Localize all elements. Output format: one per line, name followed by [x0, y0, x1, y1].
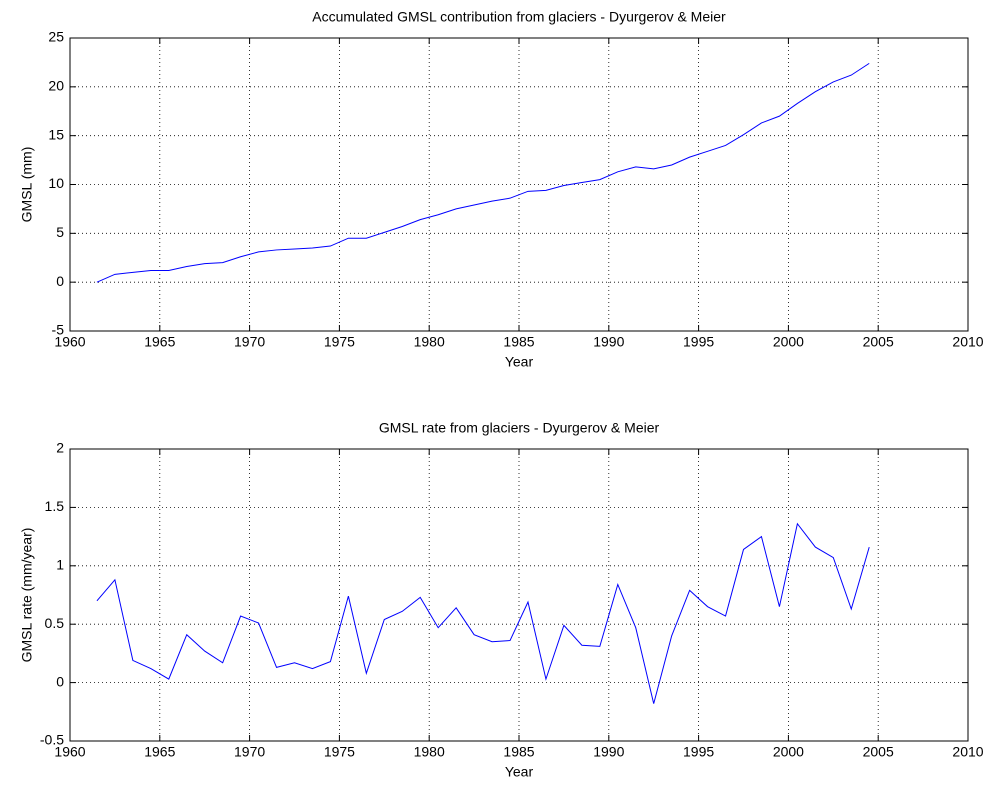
y-tick-label: 25	[48, 29, 64, 45]
y-tick-label: 0	[56, 273, 64, 289]
x-tick-label: 1975	[324, 334, 355, 350]
x-tick-label: 2010	[952, 334, 983, 350]
x-tick-label: 1970	[234, 744, 265, 760]
chart-title: Accumulated GMSL contribution from glaci…	[312, 9, 726, 25]
x-tick-label: 1995	[683, 744, 714, 760]
data-line	[96, 522, 870, 704]
y-tick-label: 5	[56, 224, 64, 240]
x-tick-label: 2000	[773, 334, 804, 350]
axes-box	[69, 448, 969, 742]
y-tick-label: 15	[48, 126, 64, 142]
y-tick-label: -0.5	[40, 732, 64, 748]
x-tick-label: 1965	[144, 744, 175, 760]
axes-box	[69, 37, 969, 332]
x-tick-label: 1965	[144, 334, 175, 350]
x-tick-label: 1975	[324, 744, 355, 760]
x-axis-label: Year	[505, 354, 534, 370]
x-tick-label: 1995	[683, 334, 714, 350]
y-tick-label: 0	[56, 673, 64, 689]
x-tick-label: 1985	[503, 744, 534, 760]
x-tick-label: 2005	[863, 744, 894, 760]
x-tick-label: 1980	[414, 334, 445, 350]
x-tick-label: 1985	[503, 334, 534, 350]
y-tick-label: 1.5	[45, 498, 65, 514]
x-tick-label: 2005	[863, 334, 894, 350]
x-tick-label: 1990	[593, 744, 624, 760]
x-tick-label: 1990	[593, 334, 624, 350]
y-tick-label: 0.5	[45, 615, 65, 631]
y-tick-label: 1	[56, 557, 64, 573]
x-axis-label: Year	[505, 764, 534, 780]
y-tick-label: 2	[56, 440, 64, 456]
x-tick-label: 1960	[54, 744, 85, 760]
y-axis-label: GMSL (mm)	[19, 147, 35, 223]
x-tick-label: 1960	[54, 334, 85, 350]
chart-title: GMSL rate from glaciers - Dyurgerov & Me…	[379, 420, 660, 436]
x-tick-label: 1980	[414, 744, 445, 760]
y-tick-label: 20	[48, 78, 64, 94]
x-tick-label: 2000	[773, 744, 804, 760]
y-axis-label: GMSL rate (mm/year)	[19, 528, 35, 663]
x-tick-label: 1970	[234, 334, 265, 350]
x-tick-label: 2010	[952, 744, 983, 760]
y-tick-label: -5	[52, 322, 65, 338]
y-tick-label: 10	[48, 175, 64, 191]
data-line	[96, 62, 870, 283]
